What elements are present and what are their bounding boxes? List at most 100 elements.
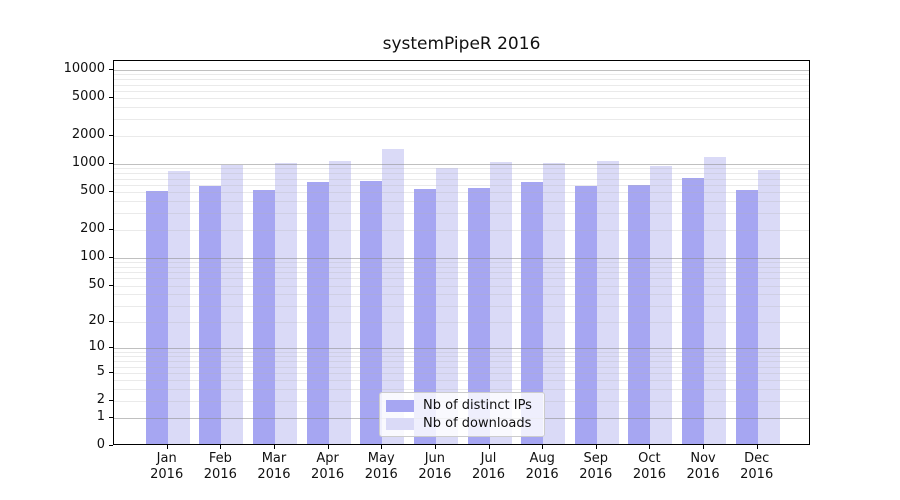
x-axis-tick-label: Apr 2016 [311, 451, 345, 482]
y-axis-tick [109, 191, 113, 193]
bar-distinct-ips-Sep [574, 185, 597, 444]
y-axis-tick-label: 10000 [63, 61, 105, 77]
x-axis-tick [542, 445, 544, 449]
y-axis-tick-label: 2000 [71, 126, 105, 142]
grid-line [114, 135, 809, 137]
x-axis-tick-label: Aug 2016 [525, 451, 559, 482]
x-axis-tick [273, 445, 275, 449]
bar-distinct-ips-Oct [628, 184, 651, 444]
grid-line [114, 201, 809, 203]
x-axis-tick [381, 445, 383, 449]
bar-distinct-ips-Nov [682, 178, 705, 444]
x-axis-tick-label: Jun 2016 [418, 451, 452, 482]
grid-line [114, 119, 809, 121]
bar-downloads-Nov [704, 157, 727, 444]
grid-line [114, 266, 809, 268]
y-axis-tick [109, 163, 113, 164]
legend-item-downloads: Nb of downloads [386, 416, 538, 431]
grid-line [114, 164, 809, 165]
bar-downloads-Aug [543, 163, 566, 444]
x-axis-tick-label: Jan 2016 [150, 451, 184, 482]
x-axis-tick [595, 445, 597, 449]
grid-line [114, 90, 809, 92]
bar-downloads-Jun [435, 168, 458, 444]
y-axis-tick-label: 2 [96, 392, 105, 408]
chart-title: systemPipeR 2016 [382, 34, 541, 54]
y-axis-tick [109, 416, 113, 418]
grid-line [114, 348, 809, 350]
y-axis-tick-label: 100 [80, 248, 105, 264]
y-axis-tick [109, 97, 113, 99]
grid-line [114, 261, 809, 263]
legend: Nb of distinct IPs Nb of downloads [379, 392, 545, 437]
x-axis-tick-label: Mar 2016 [257, 451, 291, 482]
grid-line [114, 380, 809, 382]
bar-downloads-Oct [650, 165, 673, 444]
grid-line [114, 98, 809, 100]
x-axis-tick-label: Oct 2016 [632, 451, 666, 482]
x-axis-tick [703, 445, 705, 449]
legend-label-distinct-ips: Nb of distinct IPs [423, 398, 532, 413]
bar-distinct-ips-Feb [199, 185, 222, 444]
bar-distinct-ips-Jan [145, 190, 168, 444]
y-axis-tick-label: 5000 [71, 89, 105, 105]
y-axis-tick-label: 5 [96, 363, 105, 379]
grid-line [114, 84, 809, 86]
x-axis-tick-label: Jul 2016 [471, 451, 506, 482]
bar-downloads-Dec [757, 170, 780, 444]
grid-line [114, 74, 809, 76]
bar-distinct-ips-Mar [252, 189, 275, 444]
grid-line [114, 278, 809, 280]
grid-line [114, 294, 809, 296]
y-axis-tick [109, 134, 113, 136]
bar-distinct-ips-Aug [521, 182, 544, 444]
bar-downloads-Jan [167, 170, 190, 444]
x-axis-tick-label: Nov 2016 [686, 451, 720, 482]
grid-line [114, 184, 809, 186]
y-axis-tick [109, 445, 113, 446]
bar-distinct-ips-Jul [467, 188, 490, 444]
bar-distinct-ips-Apr [306, 182, 329, 444]
grid-line [114, 107, 809, 109]
bar-downloads-May [382, 149, 405, 444]
grid-line [114, 79, 809, 81]
grid-line [114, 178, 809, 180]
grid-line [114, 389, 809, 391]
legend-swatch-downloads [386, 417, 414, 430]
grid-line [114, 213, 809, 215]
y-axis-tick-label: 1 [96, 408, 105, 424]
grid-line [114, 372, 809, 374]
grid-line [114, 352, 809, 353]
x-axis-tick [220, 445, 222, 449]
x-axis-tick-label: Dec 2016 [740, 451, 774, 482]
x-axis-tick [756, 445, 758, 449]
legend-label-downloads: Nb of downloads [423, 416, 532, 431]
y-axis-tick [109, 347, 113, 349]
bar-distinct-ips-Dec [735, 189, 758, 444]
bar-distinct-ips-Jun [413, 189, 436, 444]
legend-swatch-distinct-ips [386, 399, 414, 412]
y-axis-tick-label: 10 [88, 339, 105, 355]
grid-line [114, 173, 809, 175]
grid-line [114, 272, 809, 273]
legend-item-distinct-ips: Nb of distinct IPs [386, 398, 538, 413]
y-axis-tick [109, 400, 113, 402]
bar-downloads-Mar [274, 163, 297, 444]
y-axis-tick-label: 200 [80, 220, 105, 236]
x-axis-tick-label: Sep 2016 [579, 451, 613, 482]
grid-line [114, 257, 809, 259]
bar-downloads-Apr [328, 161, 351, 444]
plot-area [113, 60, 810, 445]
x-axis-tick-label: Feb 2016 [203, 451, 237, 482]
grid-line [114, 356, 809, 358]
y-axis-tick [109, 228, 113, 230]
y-axis-tick-label: 20 [88, 312, 105, 328]
x-axis-tick [649, 445, 651, 449]
y-axis-tick [109, 371, 113, 373]
grid-line [114, 285, 809, 287]
x-axis-tick [434, 445, 436, 449]
y-axis-tick [109, 284, 113, 286]
grid-line [114, 168, 809, 170]
y-axis-tick-label: 50 [88, 276, 105, 292]
